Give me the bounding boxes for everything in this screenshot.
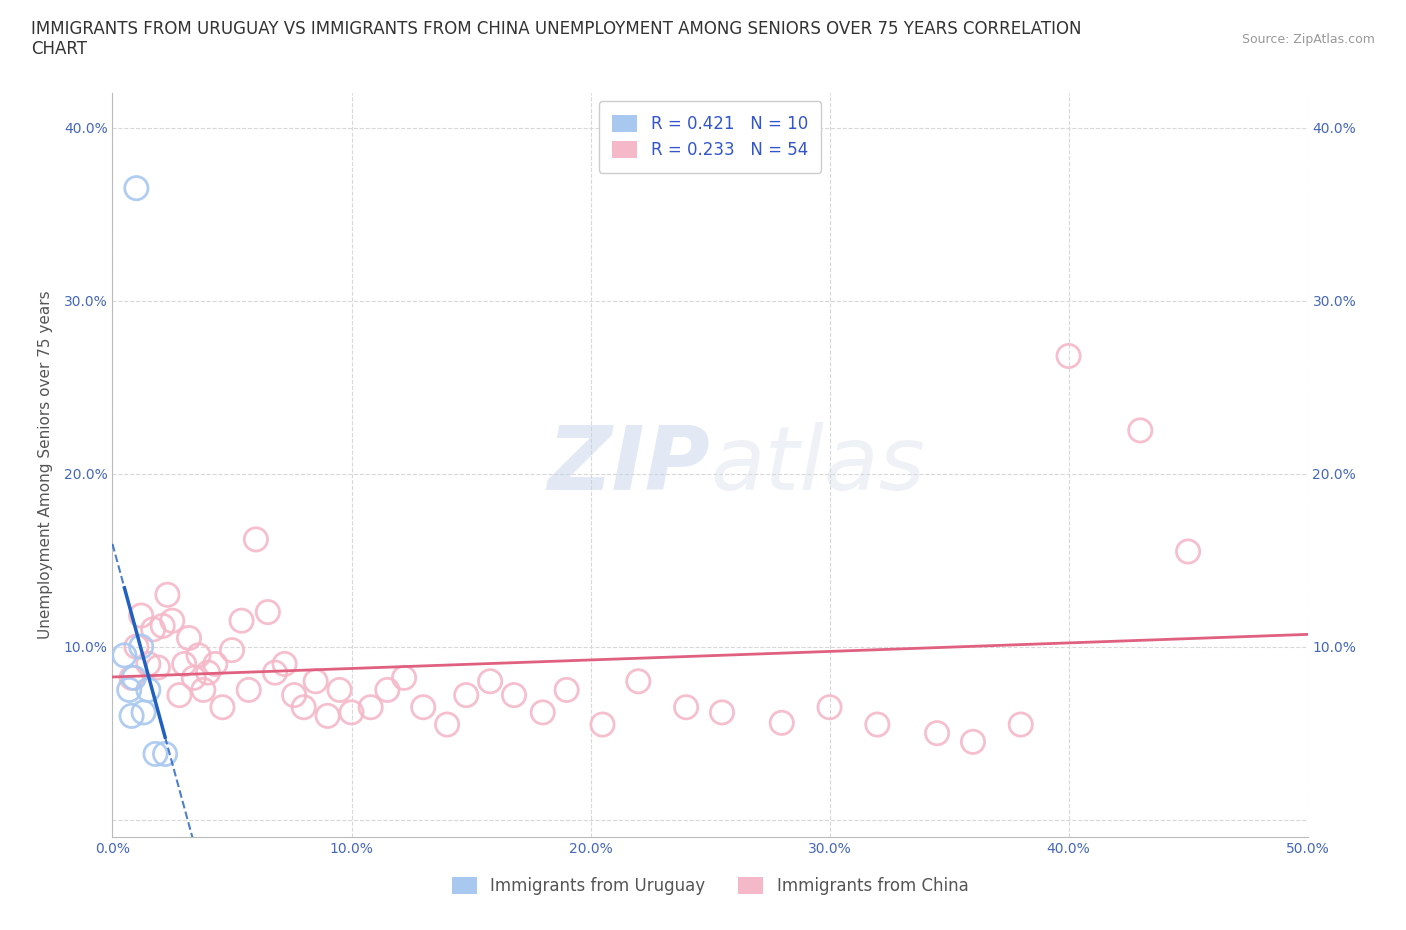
Point — [377, 683, 399, 698]
Text: IMMIGRANTS FROM URUGUAY VS IMMIGRANTS FROM CHINA UNEMPLOYMENT AMONG SENIORS OVER: IMMIGRANTS FROM URUGUAY VS IMMIGRANTS FR… — [31, 20, 1081, 38]
Y-axis label: Unemployment Among Seniors over 75 years: Unemployment Among Seniors over 75 years — [38, 291, 52, 639]
Point — [360, 699, 382, 714]
Point — [132, 705, 155, 720]
Point — [711, 705, 734, 720]
Point — [169, 687, 191, 702]
Text: CHART: CHART — [31, 40, 87, 58]
Point — [173, 657, 195, 671]
Point — [412, 699, 434, 714]
Point — [193, 683, 215, 698]
Point — [592, 717, 614, 732]
Point — [238, 683, 260, 698]
Point — [211, 699, 233, 714]
Point — [305, 674, 328, 689]
Point — [153, 747, 176, 762]
Point — [818, 699, 841, 714]
Legend: Immigrants from Uruguay, Immigrants from China: Immigrants from Uruguay, Immigrants from… — [443, 869, 977, 903]
Point — [1177, 544, 1199, 559]
Point — [257, 604, 280, 619]
Text: atlas: atlas — [710, 422, 925, 508]
Text: Source: ZipAtlas.com: Source: ZipAtlas.com — [1241, 33, 1375, 46]
Point — [187, 648, 209, 663]
Point — [125, 639, 148, 654]
Point — [146, 660, 169, 675]
Point — [283, 687, 305, 702]
Point — [122, 671, 145, 685]
Point — [531, 705, 554, 720]
Point — [329, 683, 352, 698]
Point — [392, 671, 415, 685]
Point — [245, 532, 267, 547]
Point — [503, 687, 526, 702]
Point — [118, 683, 141, 698]
Point — [152, 618, 174, 633]
Point — [129, 639, 152, 654]
Point — [273, 657, 295, 671]
Point — [114, 648, 135, 663]
Point — [142, 622, 165, 637]
Point — [204, 657, 226, 671]
Point — [292, 699, 315, 714]
Point — [231, 613, 253, 628]
Point — [264, 665, 287, 680]
Point — [770, 715, 793, 730]
Point — [1010, 717, 1032, 732]
Point — [927, 725, 949, 740]
Point — [156, 588, 179, 603]
Point — [340, 705, 363, 720]
Point — [456, 687, 478, 702]
Point — [121, 671, 143, 685]
Point — [125, 180, 148, 195]
Point — [555, 683, 578, 698]
Point — [221, 643, 243, 658]
Point — [316, 709, 339, 724]
Text: ZIP: ZIP — [547, 421, 710, 509]
Point — [145, 747, 167, 762]
Point — [675, 699, 697, 714]
Point — [197, 665, 219, 680]
Point — [162, 613, 183, 628]
Point — [177, 631, 200, 645]
Point — [479, 674, 502, 689]
Point — [1057, 349, 1080, 364]
Point — [138, 657, 160, 671]
Point — [121, 709, 143, 724]
Point — [627, 674, 650, 689]
Point — [138, 683, 160, 698]
Point — [129, 608, 152, 623]
Point — [962, 735, 984, 750]
Point — [866, 717, 889, 732]
Point — [183, 671, 205, 685]
Point — [1129, 423, 1152, 438]
Point — [436, 717, 458, 732]
